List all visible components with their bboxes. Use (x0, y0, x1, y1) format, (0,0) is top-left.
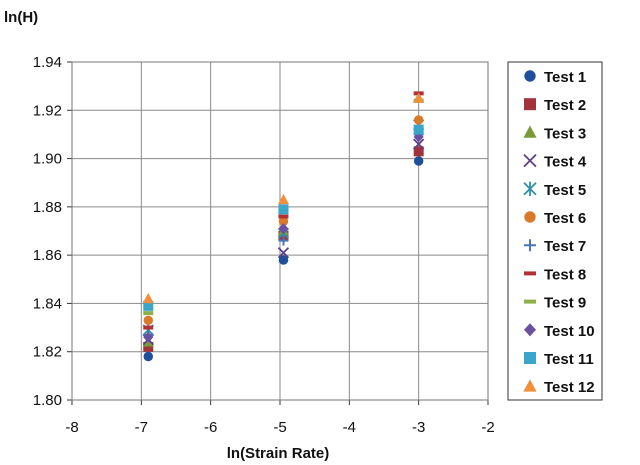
data-point (413, 124, 424, 135)
data-point (278, 223, 289, 235)
y-tick-label: 1.94 (33, 54, 62, 71)
data-point (142, 292, 154, 304)
x-tick-label: -7 (135, 419, 148, 436)
data-point (277, 193, 289, 205)
data-point (143, 331, 154, 343)
legend-label: Test 3 (544, 125, 586, 142)
x-tick-label: -8 (65, 419, 78, 436)
legend: Test 1 Test 2 Test 3 Test 4 Test 5 Test 6 Test… (507, 61, 603, 401)
data-point (413, 146, 424, 157)
legend-label: Test 1 (544, 69, 586, 86)
data-point (143, 351, 154, 362)
data-point (278, 235, 289, 246)
data-point (143, 315, 154, 326)
data-point (143, 300, 154, 311)
legend-label: Test 2 (544, 97, 586, 114)
data-point (143, 325, 154, 330)
legend-marker (524, 352, 536, 364)
legend-marker (524, 70, 536, 82)
y-tick-label: 1.80 (33, 392, 62, 409)
legend-marker (523, 153, 537, 168)
legend-label: Test 6 (544, 210, 586, 227)
legend-marker (523, 125, 537, 138)
data-point (278, 216, 289, 227)
data-point (278, 214, 289, 219)
legend-marker (524, 271, 536, 276)
legend-label: Test 7 (544, 238, 586, 255)
legend-label: Test 5 (544, 182, 586, 199)
y-tick-label: 1.92 (33, 102, 62, 119)
x-tick-label: -5 (273, 419, 286, 436)
x-tick-label: -2 (481, 419, 494, 436)
legend-label: Test 8 (544, 266, 586, 283)
legend-marker (524, 299, 536, 304)
y-tick-label: 1.88 (33, 199, 62, 216)
x-axis-title: ln(Strain Rate) (227, 445, 330, 462)
data-point (278, 255, 289, 265)
data-point (143, 341, 154, 352)
x-tick-label: -4 (343, 419, 356, 436)
y-tick-label: 1.82 (33, 344, 62, 361)
x-tick-label: -6 (204, 419, 217, 436)
legend-marker (523, 379, 537, 392)
legend-marker (524, 98, 536, 111)
legend-marker (524, 239, 536, 252)
data-point (277, 247, 290, 259)
legend-label: Test 9 (544, 295, 586, 312)
y-tick-label: 1.84 (33, 295, 62, 312)
legend-label: Test 4 (544, 154, 587, 171)
data-point (413, 92, 425, 103)
legend-marker (524, 323, 536, 337)
legend-box (507, 61, 603, 401)
plot-area: -8 -7 -6 -5 -4 -3 -2 1.80 1.82 1.84 1.86 1.88 1.90 1.… (33, 54, 495, 436)
y-axis-title: ln(H) (4, 9, 38, 26)
legend-label: Test 10 (544, 323, 595, 340)
legend-marker (523, 181, 537, 196)
legend-marker (524, 211, 536, 223)
data-point (143, 311, 154, 316)
legend-label: Test 11 (544, 351, 594, 368)
data-point (413, 156, 424, 166)
legend-label: Test 12 (544, 379, 595, 396)
data-point (278, 204, 289, 215)
data-point (413, 138, 425, 150)
x-tick-label: -3 (412, 419, 425, 436)
plot-frame (71, 61, 489, 401)
y-tick-label: 1.86 (33, 247, 62, 264)
y-tick-label: 1.90 (33, 151, 62, 168)
data-point (413, 115, 424, 125)
